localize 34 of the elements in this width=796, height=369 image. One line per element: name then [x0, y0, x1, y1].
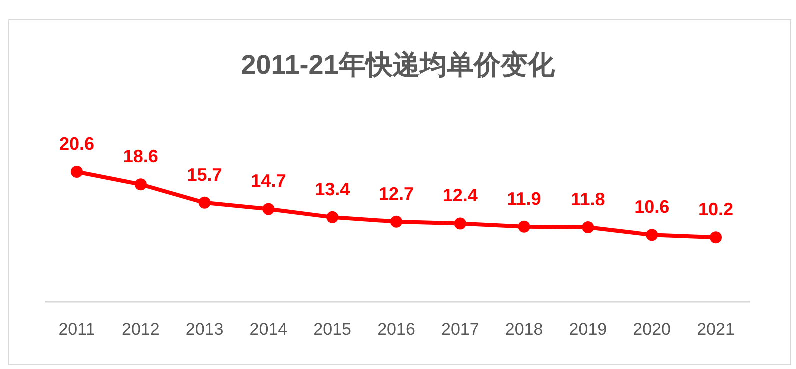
data-label: 12.4	[442, 186, 478, 206]
x-tick-label: 2019	[569, 320, 608, 339]
point	[454, 218, 466, 230]
data-label: 11.9	[507, 188, 542, 209]
data-label: 18.6	[123, 146, 158, 167]
x-tick-label: 2012	[122, 320, 160, 339]
point	[518, 220, 530, 233]
point	[262, 203, 275, 216]
point	[710, 232, 722, 244]
data-label: 12.7	[378, 184, 414, 204]
data-label: 10.2	[698, 200, 734, 220]
x-tick-label: 2011	[58, 320, 96, 339]
x-tick-label: 2020	[633, 320, 672, 339]
point	[582, 222, 594, 234]
point	[134, 178, 147, 191]
x-tick-label: 2018	[505, 320, 544, 339]
point	[326, 211, 339, 224]
x-tick-label: 2013	[186, 320, 224, 339]
data-label: 20.6	[59, 134, 95, 154]
point	[646, 229, 658, 242]
x-tick-label: 2014	[250, 320, 288, 339]
point	[198, 196, 211, 209]
data-label: 10.6	[634, 197, 670, 218]
data-label: 11.8	[571, 190, 606, 210]
point	[390, 216, 402, 228]
data-label: 15.7	[187, 164, 222, 185]
data-label: 13.4	[315, 179, 350, 200]
x-tick-label: 2016	[378, 320, 416, 339]
chart-title: 2011-21年快递均单价变化	[241, 50, 556, 80]
x-tick-label: 2021	[697, 320, 735, 339]
point	[71, 166, 83, 178]
data-label: 14.7	[251, 171, 286, 192]
x-tick-label: 2015	[314, 320, 352, 339]
x-tick-label: 2017	[441, 320, 480, 339]
